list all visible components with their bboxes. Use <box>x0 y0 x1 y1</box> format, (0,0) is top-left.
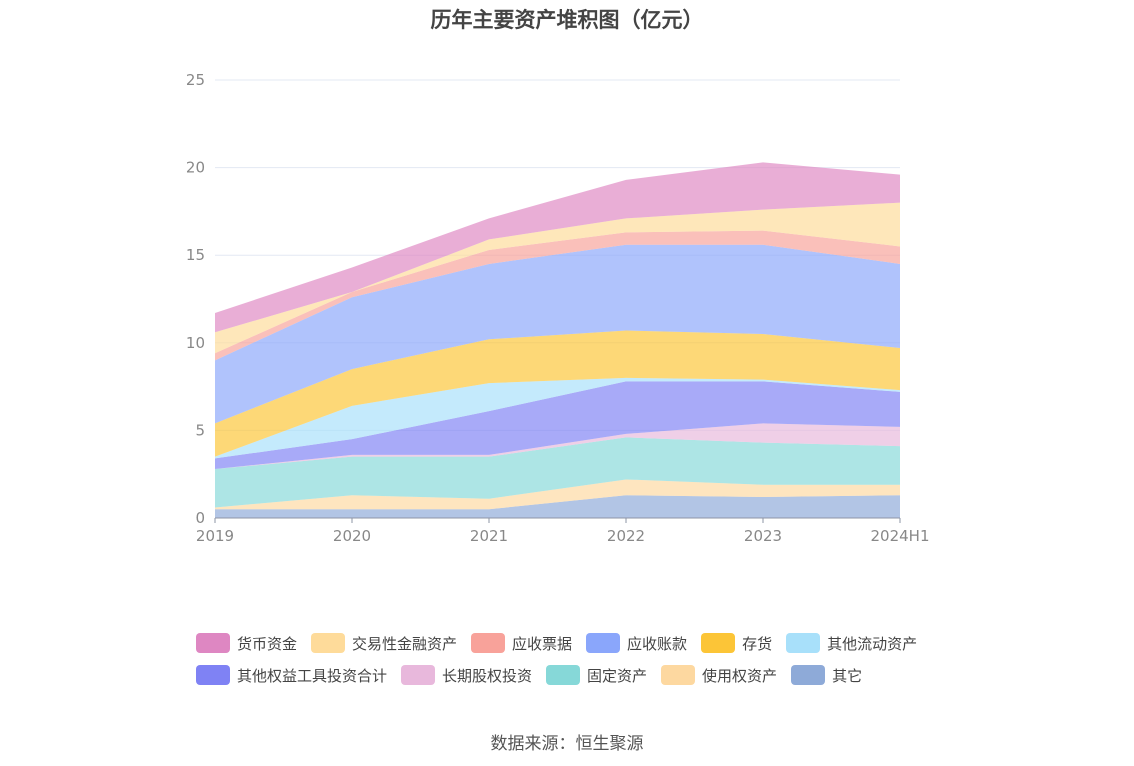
legend-label: 其他权益工具投资合计 <box>237 666 388 685</box>
legend-swatch <box>311 633 346 653</box>
y-tick-label: 5 <box>195 421 205 439</box>
legend-label: 货币资金 <box>237 634 298 653</box>
chart-title: 历年主要资产堆积图（亿元） <box>430 8 704 32</box>
legend-swatch <box>586 633 621 653</box>
legend-item[interactable]: 交易性金融资产 <box>311 632 457 654</box>
area-series-7 <box>215 244 900 424</box>
area-series-10 <box>215 162 900 333</box>
area-series-6 <box>215 330 900 457</box>
legend-swatch <box>546 665 581 685</box>
area-series-3 <box>215 423 900 469</box>
area-series-8 <box>215 230 900 361</box>
legend-label: 使用权资产 <box>702 666 778 685</box>
legend-item[interactable]: 长期股权投资 <box>401 664 532 686</box>
legend-item[interactable]: 应收账款 <box>586 632 687 654</box>
legend-swatch <box>471 633 506 653</box>
legend-swatch <box>661 665 696 685</box>
legend-item[interactable]: 应收票据 <box>471 632 572 654</box>
area-series-0 <box>215 495 900 518</box>
legend-swatch <box>196 633 230 653</box>
legend-item[interactable]: 固定资产 <box>546 664 647 686</box>
area-series <box>215 162 900 518</box>
legend-label: 应收票据 <box>512 634 573 653</box>
area-series-4 <box>215 381 900 469</box>
axes: 0 5 10 15 20 25 2019 2020 2021 2022 2023 2024H1 <box>186 71 930 545</box>
legend-swatch <box>701 633 736 653</box>
x-tick-label: 2023 <box>744 527 782 545</box>
y-tick-label: 25 <box>186 71 205 89</box>
legend-item[interactable]: 存货 <box>701 632 772 654</box>
area-series-5 <box>215 377 900 459</box>
legend-item[interactable]: 其它 <box>791 664 862 686</box>
legend-label: 其它 <box>832 666 863 685</box>
legend-swatch <box>786 633 821 653</box>
legend-label: 交易性金融资产 <box>352 634 458 653</box>
legend-swatch <box>791 665 826 685</box>
legend-item[interactable]: 货币资金 <box>196 632 297 654</box>
legend-swatch <box>401 665 436 685</box>
legend: 货币资金 交易性金融资产 应收票据 应收账款 存货 其他流动资产其他权益工具投资合计 长期股… <box>196 632 956 686</box>
legend-swatch <box>196 665 230 685</box>
x-tick-label: 2024H1 <box>871 527 930 545</box>
legend-label: 存货 <box>742 634 773 653</box>
x-tick-label: 2019 <box>196 527 234 545</box>
legend-item[interactable]: 使用权资产 <box>661 664 777 686</box>
legend-item[interactable]: 其他流动资产 <box>786 632 917 654</box>
legend-item[interactable]: 其他权益工具投资合计 <box>196 664 387 686</box>
legend-label: 应收账款 <box>627 634 688 653</box>
y-tick-label: 0 <box>195 509 205 527</box>
legend-label: 固定资产 <box>587 666 648 685</box>
x-tick-label: 2021 <box>470 527 508 545</box>
legend-label: 长期股权投资 <box>442 666 533 685</box>
source-note: 数据来源：恒生聚源 <box>490 734 644 754</box>
legend-label: 其他流动资产 <box>827 634 918 653</box>
area-series-9 <box>215 202 900 354</box>
x-tick-label: 2022 <box>607 527 645 545</box>
y-tick-label: 10 <box>186 334 205 352</box>
x-tick-label: 2020 <box>333 527 371 545</box>
y-tick-label: 15 <box>186 246 205 264</box>
area-series-1 <box>215 479 900 510</box>
area-series-2 <box>215 437 900 508</box>
y-tick-label: 20 <box>186 159 205 177</box>
stacked-area-chart: 0 5 10 15 20 25 2019 2020 2021 2022 2023 2024H1 <box>186 71 930 545</box>
